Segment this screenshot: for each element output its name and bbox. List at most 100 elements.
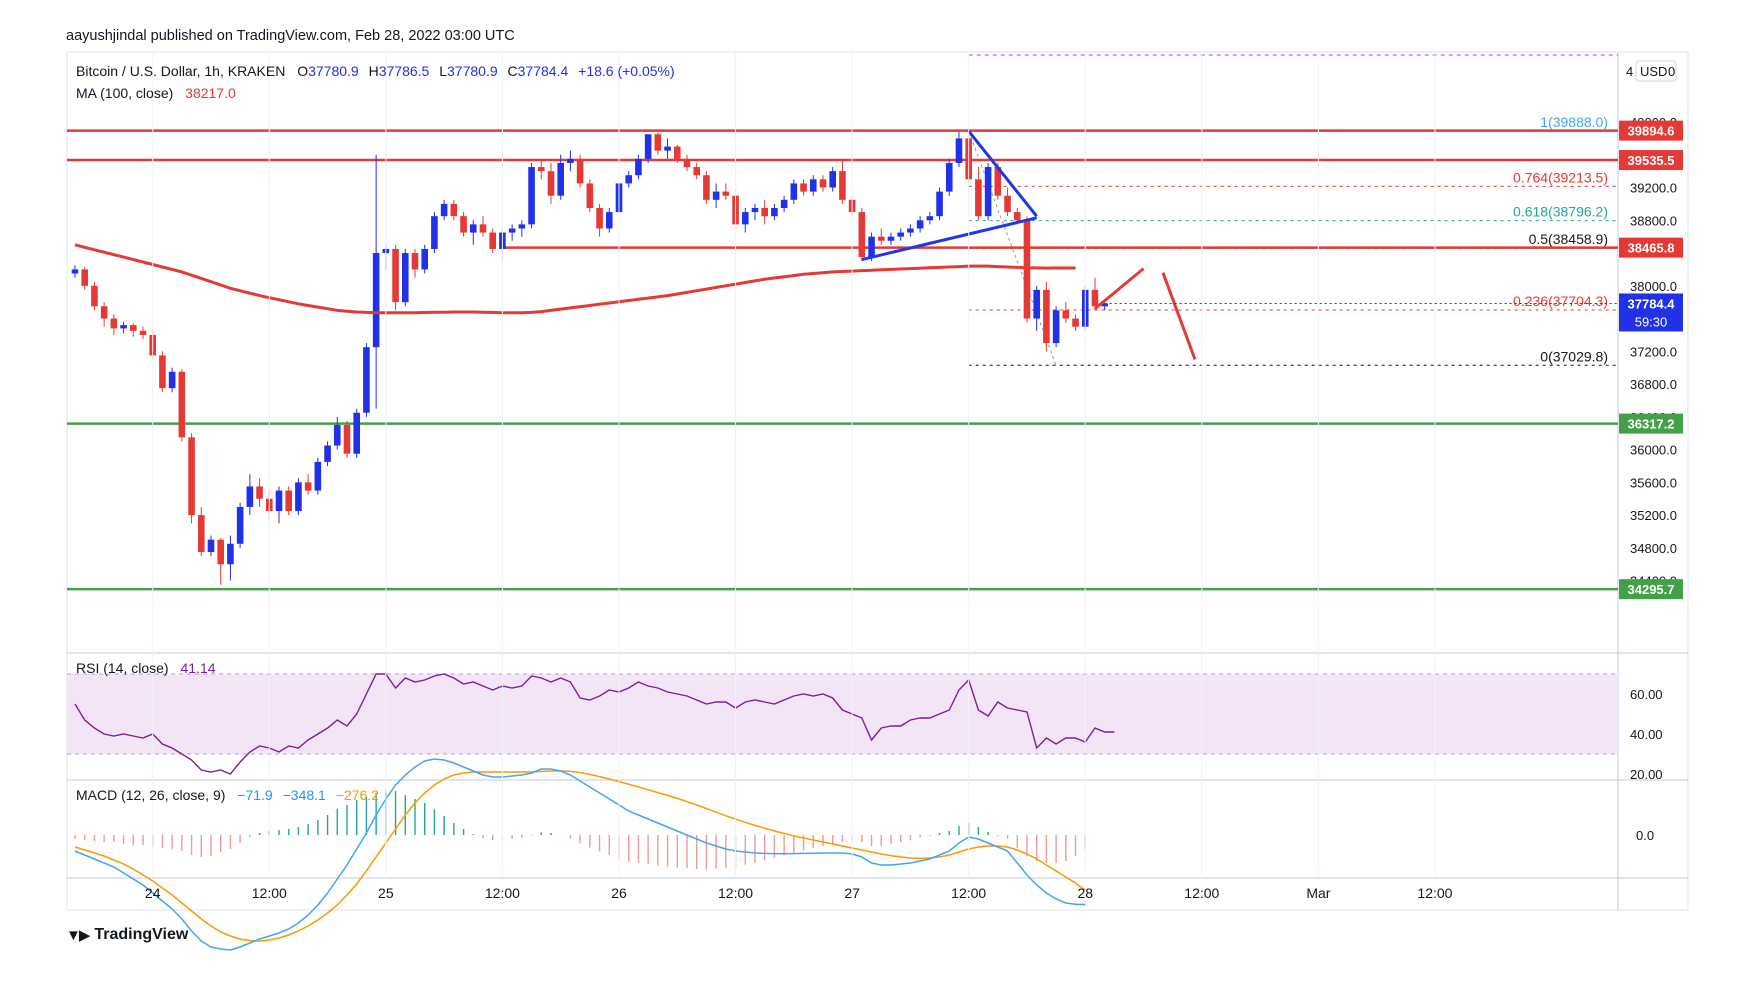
candle-body — [411, 253, 419, 270]
last-price-badge — [1619, 293, 1683, 332]
fib-level-label: 0.236(37704.3) — [1513, 293, 1608, 309]
time-tick-label: 12:00 — [1417, 885, 1452, 901]
candle-body — [236, 506, 244, 544]
currency-box — [1635, 60, 1677, 82]
candle-body — [751, 207, 759, 213]
candle-body — [489, 232, 497, 249]
ohlc-high-key: H — [369, 63, 379, 79]
candle-body — [353, 412, 361, 454]
candle-body — [460, 216, 467, 233]
candle-body — [955, 138, 963, 163]
currency-selector[interactable]: 4 USD 0 — [1626, 60, 1677, 82]
candles — [71, 131, 1108, 585]
candle-body — [693, 167, 700, 176]
candle-body — [71, 269, 79, 274]
ohlc-open-key: O — [297, 63, 308, 79]
candle-body — [91, 285, 98, 307]
ohlc-low-key: L — [439, 63, 447, 79]
candle-body — [664, 146, 671, 151]
candle-body — [421, 248, 429, 270]
candle-body — [324, 445, 331, 462]
candle-body — [936, 191, 943, 217]
candle-body — [800, 183, 807, 192]
candle-body — [771, 207, 778, 217]
price-tick-label: 35600.0 — [1630, 475, 1677, 490]
tradingview-logo[interactable]: ▼▶ TradingView — [66, 926, 188, 944]
macd-legend[interactable]: MACD (12, 26, close, 9) −71.9 −348.1 −27… — [76, 787, 379, 803]
candle-body — [790, 183, 798, 200]
price-tick-label: 39200.0 — [1630, 181, 1677, 196]
candle-body — [586, 183, 594, 208]
candle-body — [557, 162, 564, 196]
currency-value: 0 — [1668, 64, 1675, 79]
candle-body — [295, 482, 302, 512]
candle-body — [440, 203, 448, 217]
time-axis: 24 12:00 25 12:00 26 12:00 27 12:00 28 12:00 Mar 12… — [145, 52, 1453, 901]
candle-body — [159, 355, 166, 389]
candle-body — [683, 158, 691, 168]
candle-body — [819, 179, 827, 188]
candle-body — [1101, 303, 1108, 307]
candle-body — [829, 171, 836, 188]
price-badge-label: 34295.7 — [1628, 582, 1675, 597]
rsi-tick-label: 40.00 — [1630, 727, 1663, 742]
candle-body — [761, 207, 768, 217]
rsi-line — [74, 673, 1115, 775]
price-tick-label: 37200.0 — [1630, 344, 1677, 359]
candle-body — [479, 224, 487, 233]
candle-body — [1043, 289, 1050, 344]
time-tick-label: 26 — [611, 885, 627, 901]
price-axis: 40000.039600.039200.038800.038000.037200… — [1630, 115, 1677, 589]
ma-legend-label: MA (100, close) — [76, 85, 173, 101]
symbol-title: Bitcoin / U.S. Dollar, 1h, KRAKEN — [76, 63, 285, 79]
projected-path-down — [1161, 272, 1197, 361]
candle-body — [139, 330, 147, 335]
time-tick-label: 12:00 — [252, 885, 287, 901]
fib-level-label: 0.764(39213.5) — [1513, 169, 1608, 185]
ohlc-open: 37780.9 — [308, 63, 359, 79]
candle-body — [1052, 310, 1060, 344]
symbol-legend[interactable]: Bitcoin / U.S. Dollar, 1h, KRAKEN O37780… — [76, 63, 675, 79]
macd-legend-hist: −276.2 — [336, 787, 379, 803]
fib-level-label: 1(39888.0) — [1540, 114, 1608, 130]
candle-body — [625, 175, 632, 184]
candle-body — [644, 134, 652, 159]
price-badge-label: 38465.8 — [1628, 241, 1675, 256]
candle-body — [217, 539, 225, 565]
candle-body — [839, 171, 846, 200]
candle-body — [168, 371, 176, 389]
candle-body — [401, 253, 409, 303]
candle-body — [178, 371, 186, 438]
candle-body — [712, 191, 720, 200]
candle-body — [100, 306, 108, 319]
rsi-legend[interactable]: RSI (14, close) 41.14 — [76, 660, 216, 676]
ma-legend[interactable]: MA (100, close) 38217.0 — [76, 85, 236, 101]
candle-body — [207, 539, 215, 552]
candle-body — [1091, 289, 1099, 307]
price-tick-label: 34800.0 — [1630, 541, 1677, 556]
candle-body — [703, 175, 710, 200]
time-tick-label: Mar — [1306, 885, 1330, 901]
candle-body — [984, 167, 992, 217]
rsi-pane: 60.00 40.00 20.00 — [74, 673, 1663, 782]
fib-level-label: 0.5(38458.9) — [1529, 231, 1608, 247]
fib-level-label: 0.618(38796.2) — [1513, 204, 1608, 220]
ma-100-line — [74, 243, 1076, 315]
candle-body — [596, 207, 603, 229]
tradingview-logo-text: TradingView — [94, 926, 189, 943]
rsi-tick-label: 60.00 — [1630, 687, 1663, 702]
candle-body — [780, 199, 788, 208]
candle-body — [285, 490, 293, 512]
macd-zero-label: 0.0 — [1636, 828, 1654, 843]
candle-body — [1033, 289, 1040, 319]
ohlc-high: 37786.5 — [379, 63, 430, 79]
candle-body — [576, 158, 584, 184]
fib-level-label: 0(37029.8) — [1540, 348, 1608, 364]
price-badge-label: 39894.6 — [1628, 124, 1675, 139]
candle-body — [994, 167, 1002, 196]
candle-body — [547, 171, 555, 196]
macd-pane: 0.0 — [74, 758, 1654, 951]
candle-body — [722, 191, 730, 196]
candle-body — [897, 232, 904, 237]
